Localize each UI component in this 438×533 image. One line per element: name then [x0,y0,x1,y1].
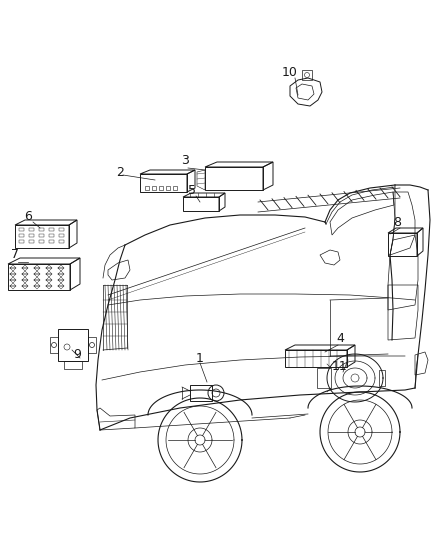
Bar [19,240,24,243]
Bar [29,234,34,237]
Bar [29,228,34,231]
Text: 1: 1 [196,351,204,365]
Bar [317,368,331,388]
Text: 11: 11 [332,360,348,374]
Text: 9: 9 [73,349,81,361]
Text: 6: 6 [24,209,32,222]
Text: 4: 4 [336,332,344,344]
Text: 3: 3 [181,154,189,166]
Text: 5: 5 [188,183,196,197]
Bar [19,228,24,231]
Text: 8: 8 [393,216,401,230]
Bar [59,228,64,231]
Bar [19,234,24,237]
Bar [49,240,54,243]
Bar [39,228,44,231]
Bar [59,240,64,243]
Bar [39,234,44,237]
Bar [379,370,385,386]
Bar [49,234,54,237]
Bar [59,234,64,237]
Bar [58,329,88,361]
Bar [39,240,44,243]
Bar [49,228,54,231]
Bar [302,70,312,80]
Text: 10: 10 [282,66,298,78]
Bar [29,240,34,243]
Text: 7: 7 [11,248,19,262]
Bar [190,385,212,401]
Text: 2: 2 [116,166,124,179]
Bar [50,337,58,353]
Bar [88,337,96,353]
Bar [64,361,82,369]
